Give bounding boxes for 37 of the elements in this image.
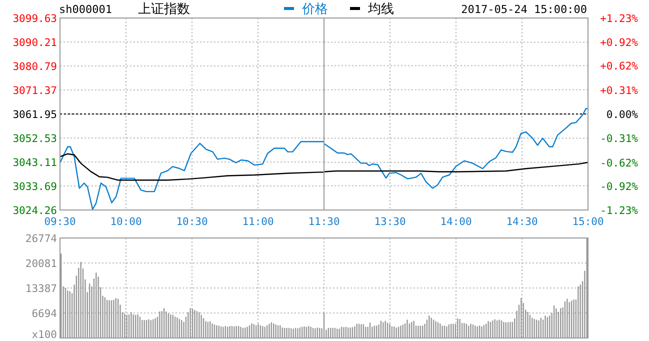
y2-tick-label: -0.92% [600,180,639,193]
y-tick-label: 3061.95 [12,108,57,121]
y-tick-label: 20081 [25,258,57,270]
y2-tick-label: 0.00% [606,109,639,121]
x-tick-label: 13:30 [374,216,406,228]
x-tick-label: 11:00 [242,216,274,228]
y-tick-label: 3090.21 [12,36,57,49]
y-tick-label: 3024.26 [12,205,57,217]
y-tick-label: 6694 [32,308,57,320]
y2-tick-label: -0.31% [600,133,639,146]
y-tick-label: 3043.11 [12,156,57,169]
y-tick-label: 26774 [25,233,57,245]
x-tick-label: 14:00 [440,216,472,228]
legend-label: 价格 [301,1,328,16]
y2-tick-label: +1.23% [600,13,639,25]
y2-tick-label: -1.23% [600,205,639,217]
y2-tick-label: +0.92% [600,37,639,50]
y2-tick-label: +0.62% [600,60,639,73]
y-tick-label: 3099.63 [12,13,57,25]
y-tick-label: x100 [32,329,57,341]
legend-label: 均线 [367,1,394,16]
y2-tick-label: +0.31% [600,84,639,97]
x-tick-label: 10:00 [110,216,142,228]
x-tick-label: 11:30 [308,216,340,228]
y-tick-label: 3080.79 [12,60,57,73]
y-tick-label: 13387 [25,283,57,295]
x-tick-label: 09:30 [44,216,76,228]
x-tick-label: 15:00 [572,216,604,228]
text: 2017-05-24 15:00:00 [461,3,587,16]
y2-tick-label: -0.62% [600,157,639,170]
y-tick-label: 3052.53 [12,132,57,145]
text: sh000001 [59,3,112,16]
x-tick-label: 10:30 [176,216,208,228]
x-tick-label: 14:30 [506,216,538,228]
chart-title: 上证指数 [138,1,190,16]
y-tick-label: 3071.37 [12,84,57,97]
y-tick-label: 3033.69 [12,180,57,193]
